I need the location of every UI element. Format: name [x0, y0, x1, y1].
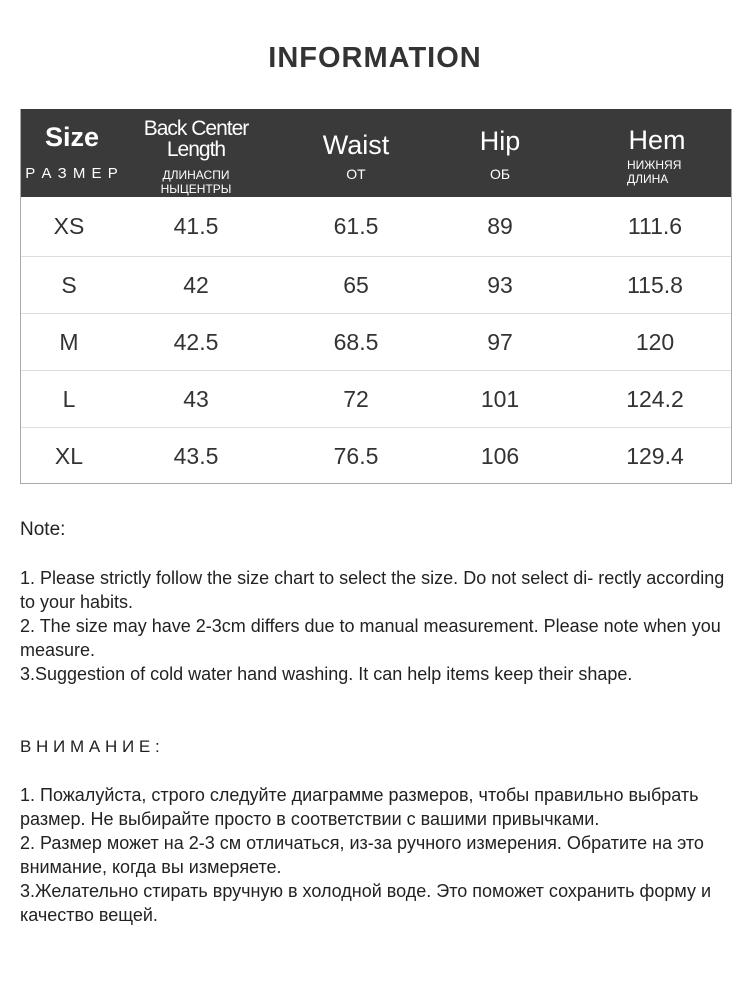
table-cell: S	[61, 271, 77, 298]
header-sublabel: ДЛИНАСПИ НЫЦЕНТРЫ	[160, 168, 232, 196]
table-cell: M	[59, 328, 79, 355]
note-item: 3.Желательно стирать вручную в холодной …	[20, 881, 712, 925]
header-sublabel: ОБ	[489, 166, 511, 182]
note-ru-list: 1. Пожалуйста, строго следуйте диаграмме…	[20, 783, 735, 927]
table-cell: 65	[343, 271, 369, 298]
table-cell: 106	[480, 443, 520, 469]
table-cell: 76.5	[333, 443, 379, 469]
table-cell: 61.5	[333, 213, 379, 239]
table-cell: 41.5	[173, 213, 219, 239]
note-item: 1. Пожалуйста, строго следуйте диаграмме…	[20, 785, 699, 829]
table-cell: 89	[487, 213, 513, 239]
note-item: 2. The size may have 2-3cm differs due t…	[20, 616, 721, 660]
table-cell: 129.4	[626, 443, 684, 469]
table-row: XL 43.5 76.5 106 129.4	[21, 428, 731, 485]
table-row: S 42 65 93 115.8	[21, 257, 731, 314]
table-row: M 42.5 68.5 97 120	[21, 314, 731, 371]
header-sublabel: ОТ	[346, 166, 366, 182]
table-row: XS 41.5 61.5 89 111.6	[21, 197, 731, 257]
header-label: Back Center Length	[143, 117, 250, 161]
header-size: Size Р А З М Е Р	[22, 109, 122, 197]
table-cell: 72	[343, 385, 369, 412]
note-heading: Note:	[20, 519, 66, 540]
note-item: 1. Please strictly follow the size chart…	[20, 568, 725, 612]
header-label: Hem	[628, 125, 686, 155]
header-waist: Waist ОТ	[306, 109, 406, 197]
header-hem: Hem НИЖНЯЯ ДЛИНА	[607, 109, 707, 197]
table-cell: 68.5	[333, 328, 379, 355]
table-cell: 111.6	[627, 213, 683, 239]
table-cell: XS	[53, 213, 85, 239]
note-ru-heading: В Н И М А Н И Е :	[20, 737, 160, 756]
header-sublabel: Р А З М Е Р	[25, 165, 119, 182]
page-title: INFORMATION	[268, 42, 482, 74]
table-cell: L	[62, 385, 76, 412]
table-cell: 42.5	[173, 328, 219, 355]
table-cell: 101	[480, 385, 520, 412]
table-cell: 42	[183, 271, 209, 298]
header-label: Waist	[322, 130, 390, 160]
header-hip: Hip ОБ	[450, 109, 550, 197]
header-sublabel: НИЖНЯЯ ДЛИНА	[627, 158, 682, 186]
table-cell: 93	[487, 271, 513, 298]
table-cell: 120	[635, 328, 675, 355]
header-label: Hip	[479, 126, 521, 156]
note-list: 1. Please strictly follow the size chart…	[20, 566, 735, 686]
table-row: L 43 72 101 124.2	[21, 371, 731, 428]
header-back-center-length: Back Center Length ДЛИНАСПИ НЫЦЕНТРЫ	[136, 109, 256, 197]
table-cell: XL	[54, 443, 84, 469]
note-item: 2. Размер может на 2-3 см отличаться, из…	[20, 833, 704, 877]
table-cell: 97	[487, 328, 513, 355]
table-header: Size Р А З М Е Р Back Center Length ДЛИН…	[21, 109, 731, 197]
table-cell: 43	[183, 385, 209, 412]
table-cell: 124.2	[626, 385, 684, 412]
table-cell: 43.5	[173, 443, 219, 469]
size-chart-table: Size Р А З М Е Р Back Center Length ДЛИН…	[20, 109, 732, 484]
table-cell: 115.8	[627, 271, 683, 298]
note-item: 3.Suggestion of cold water hand washing.…	[20, 664, 633, 684]
header-label: Size	[44, 122, 100, 152]
